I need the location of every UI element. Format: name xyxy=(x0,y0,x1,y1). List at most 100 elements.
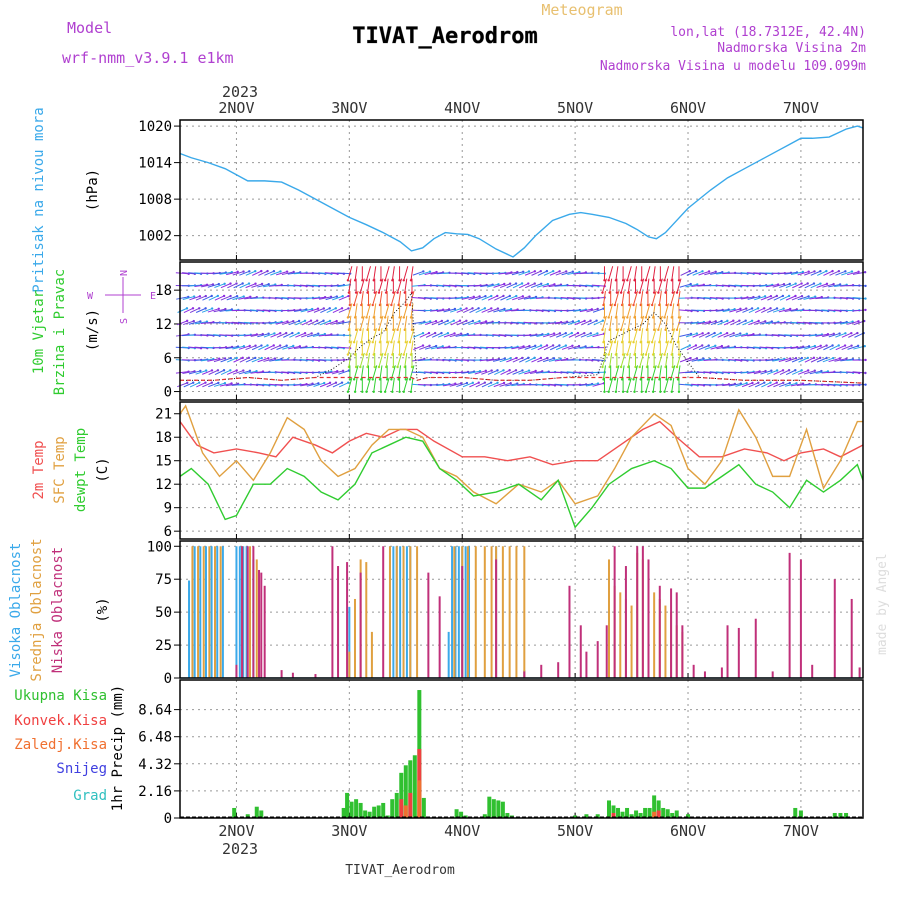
wind-arrow xyxy=(652,266,656,281)
wind-arrow-head xyxy=(242,345,246,348)
wind-arrow-head xyxy=(659,279,662,282)
wind-arrow xyxy=(591,297,605,300)
wind-arrow-head xyxy=(204,294,207,298)
wind-arrow-head xyxy=(528,295,531,298)
wind-arrow xyxy=(803,296,816,300)
wind-arrow xyxy=(320,307,330,313)
wind-arrow-head xyxy=(665,378,668,381)
wind-arrow-head xyxy=(210,307,214,310)
wind-arrow-head xyxy=(315,319,319,322)
wind-arrow-head xyxy=(309,319,313,322)
wind-arrow-head xyxy=(459,307,462,310)
wind-arrow-head xyxy=(391,390,394,393)
wind-arrow xyxy=(548,358,561,362)
wind-arrow xyxy=(710,320,722,326)
cloud-bar-2 xyxy=(605,625,608,678)
wind-arrow xyxy=(318,371,332,374)
wind-arrow-head xyxy=(317,332,320,335)
y-tick-label: 8.64 xyxy=(138,703,172,719)
wind-arrow xyxy=(634,266,638,281)
wind-arrow xyxy=(201,283,214,288)
wind-arrow xyxy=(778,358,791,362)
wind-arrow xyxy=(424,371,438,374)
wind-arrow xyxy=(729,333,741,338)
wind-arrow xyxy=(347,340,353,355)
wind-arrow xyxy=(542,283,555,288)
wind-arrow-head xyxy=(216,369,220,372)
wind-arrow xyxy=(494,295,504,301)
precip-bar-0 xyxy=(647,807,652,818)
wind-arrow xyxy=(307,320,318,326)
wind-arrow xyxy=(740,371,754,374)
wind-arrow-head xyxy=(652,365,656,369)
wind-arrow-head xyxy=(596,332,599,335)
wind-arrow-head xyxy=(223,282,226,286)
wind-arrow-head xyxy=(657,328,660,332)
wind-arrow-head xyxy=(248,270,251,273)
wind-arrow xyxy=(214,369,225,376)
precip-bar-0 xyxy=(487,796,492,818)
wind-arrow-head xyxy=(421,332,425,335)
cloud-bar-0 xyxy=(204,546,207,678)
wind-arrow-head xyxy=(838,357,841,360)
wind-arrow-head xyxy=(756,307,760,310)
wind-arrow xyxy=(347,377,353,392)
wind-arrow xyxy=(524,270,536,276)
wind-arrow-head xyxy=(410,328,414,332)
wind-arrow xyxy=(443,332,455,338)
wind-arrow xyxy=(425,332,436,338)
wind-arrow xyxy=(275,296,289,300)
wind-arrow xyxy=(366,377,372,392)
wind-arrow xyxy=(177,382,188,388)
wind-arrow xyxy=(332,307,343,314)
wind-arrow xyxy=(760,295,772,301)
wind-arrow xyxy=(747,296,760,300)
wind-arrow-head xyxy=(806,356,810,360)
wind-arrow-head xyxy=(720,344,724,348)
temp-axis-label-0: 2m Temp xyxy=(31,440,47,499)
wind-arrow-head xyxy=(273,332,276,335)
wind-arrow-head xyxy=(434,344,438,348)
wind-arrow xyxy=(517,296,530,300)
wind-arrow xyxy=(384,377,390,392)
wind-arrow-head xyxy=(367,378,370,381)
wind-arrow xyxy=(438,320,448,326)
wind-arrow xyxy=(384,303,390,318)
wind-arrow-head xyxy=(659,353,662,356)
wind-arrow-head xyxy=(843,344,847,347)
wind-arrow xyxy=(542,383,556,386)
wind-arrow xyxy=(511,345,524,350)
wind-arrow xyxy=(761,307,771,313)
precip-bar-0 xyxy=(838,812,843,818)
cloud-bar-2 xyxy=(647,559,650,678)
cloud-bar-2 xyxy=(337,566,340,678)
wind-arrow-head xyxy=(379,279,383,282)
wind-arrow xyxy=(281,271,294,276)
wind-arrow xyxy=(480,284,493,288)
wind-arrow-head xyxy=(577,319,580,323)
cloud-bar-1 xyxy=(508,546,511,678)
wind-arrow xyxy=(779,283,790,288)
wind-arrow xyxy=(579,308,592,313)
wind-arrow xyxy=(219,382,232,387)
wind-arrow xyxy=(313,382,325,387)
wind-arrow xyxy=(189,307,200,314)
wind-arrow-head xyxy=(459,332,463,335)
wind-arrow xyxy=(841,345,852,351)
wind-arrow xyxy=(251,345,262,351)
wind-arrow-head xyxy=(646,378,650,381)
wind-arrow xyxy=(657,315,663,330)
wind-arrow xyxy=(511,321,524,324)
wind-arrow-head xyxy=(596,307,599,311)
precip-bar-0 xyxy=(372,806,377,818)
wind-arrow xyxy=(188,284,202,287)
wind-arrow xyxy=(633,290,639,306)
wind-arrow-head xyxy=(267,332,270,335)
wind-arrow-head xyxy=(236,270,239,274)
wind-arrow xyxy=(709,309,723,312)
wind-arrow xyxy=(759,284,773,287)
wind-arrow-head xyxy=(745,382,748,385)
cloud-bar-0 xyxy=(199,546,202,678)
wind-arrow-head xyxy=(832,282,835,286)
wind-arrow-head xyxy=(348,303,352,307)
